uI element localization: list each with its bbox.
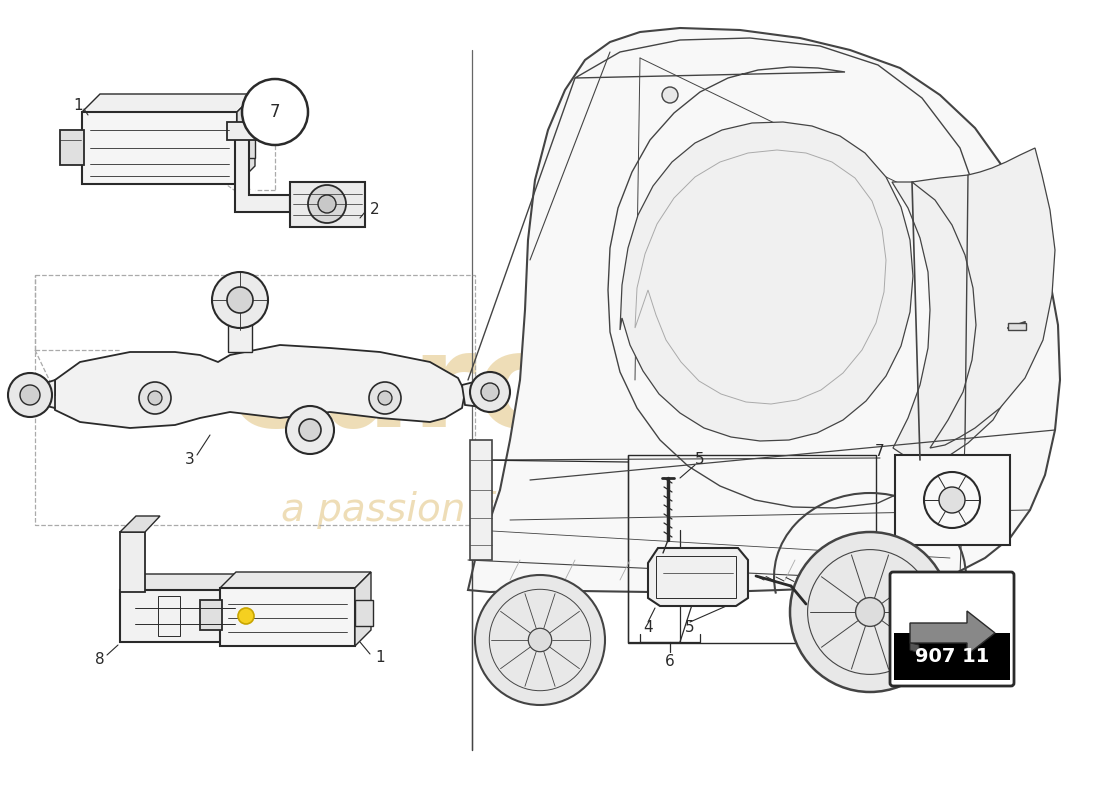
Circle shape (238, 608, 254, 624)
Polygon shape (120, 516, 160, 532)
Bar (60, 130, 84, 165)
Text: 5: 5 (685, 621, 695, 635)
Circle shape (470, 372, 510, 412)
Circle shape (242, 79, 308, 145)
Polygon shape (648, 548, 748, 606)
Text: 7: 7 (270, 103, 280, 121)
Text: 8: 8 (96, 653, 104, 667)
Polygon shape (30, 380, 55, 408)
Polygon shape (236, 94, 255, 184)
Polygon shape (462, 378, 490, 408)
Text: 6: 6 (666, 654, 675, 670)
Polygon shape (120, 574, 265, 590)
Text: a passion for parts that matter: a passion for parts that matter (280, 491, 879, 529)
Circle shape (662, 87, 678, 103)
Circle shape (475, 575, 605, 705)
Circle shape (856, 598, 884, 626)
Polygon shape (220, 572, 371, 588)
Text: 907 11: 907 11 (915, 646, 989, 666)
Bar (236, 130, 255, 158)
Circle shape (939, 487, 965, 513)
Bar (628, 455, 876, 643)
Text: 5: 5 (695, 453, 705, 467)
Text: 4: 4 (644, 621, 652, 635)
Bar (355, 600, 373, 626)
Polygon shape (52, 345, 465, 428)
Bar (158, 596, 180, 636)
Circle shape (378, 391, 392, 405)
Circle shape (318, 195, 336, 213)
Circle shape (368, 382, 402, 414)
Polygon shape (355, 572, 371, 646)
Circle shape (212, 272, 268, 328)
Bar (290, 182, 365, 227)
Bar (656, 556, 736, 598)
Text: 3: 3 (185, 453, 195, 467)
Text: 1: 1 (375, 650, 385, 666)
Text: 7: 7 (876, 445, 884, 459)
Circle shape (20, 385, 40, 405)
Bar (227, 122, 292, 140)
Circle shape (148, 391, 162, 405)
Bar (82, 112, 237, 184)
Circle shape (481, 383, 499, 401)
Bar (894, 633, 1010, 680)
Bar (1008, 323, 1026, 330)
Text: 1: 1 (74, 98, 82, 113)
Circle shape (299, 419, 321, 441)
Circle shape (528, 628, 552, 652)
Circle shape (308, 185, 346, 223)
Bar (220, 588, 355, 646)
Polygon shape (910, 611, 996, 655)
Polygon shape (620, 122, 913, 441)
Bar (120, 532, 145, 592)
Text: 2: 2 (371, 202, 380, 218)
Bar (200, 600, 222, 630)
Polygon shape (468, 28, 1060, 592)
Polygon shape (82, 94, 255, 112)
Polygon shape (235, 135, 290, 212)
Circle shape (790, 532, 950, 692)
Bar (470, 440, 492, 560)
Polygon shape (912, 148, 1055, 448)
Text: eurorepar: eurorepar (229, 326, 971, 454)
Bar (228, 300, 252, 352)
FancyBboxPatch shape (890, 572, 1014, 686)
Circle shape (227, 287, 253, 313)
Polygon shape (892, 182, 1028, 460)
Bar (895, 455, 1010, 545)
Polygon shape (910, 643, 918, 653)
Circle shape (139, 382, 170, 414)
Circle shape (286, 406, 334, 454)
Bar (35, 275, 475, 525)
Circle shape (8, 373, 52, 417)
Bar (248, 600, 264, 628)
Bar (120, 590, 250, 642)
